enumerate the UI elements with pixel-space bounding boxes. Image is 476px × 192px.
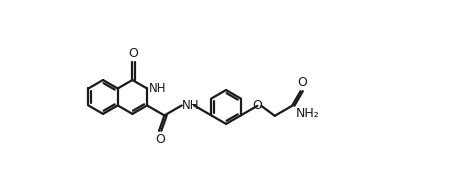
Text: O: O	[252, 99, 262, 112]
Text: NH₂: NH₂	[296, 107, 320, 120]
Text: NH: NH	[149, 82, 166, 95]
Text: NH: NH	[182, 99, 199, 112]
Text: O: O	[129, 47, 139, 60]
Text: O: O	[297, 76, 307, 89]
Text: O: O	[155, 133, 165, 146]
